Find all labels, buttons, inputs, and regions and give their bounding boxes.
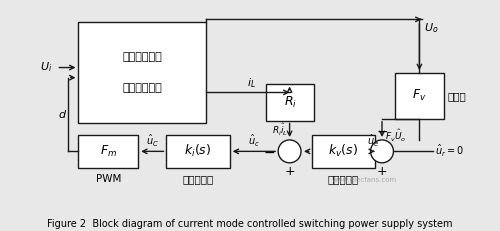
Text: $i_L$: $i_L$ — [248, 76, 256, 90]
Text: $\hat{u}_e$: $\hat{u}_e$ — [366, 133, 379, 149]
Text: $k_i(s)$: $k_i(s)$ — [184, 143, 212, 159]
Text: 分压器: 分压器 — [447, 91, 466, 101]
Text: $F_m$: $F_m$ — [100, 144, 117, 159]
Text: $R_i\hat{i}_L$: $R_i\hat{i}_L$ — [272, 122, 288, 138]
Bar — [78, 22, 206, 123]
Text: PWM: PWM — [96, 174, 121, 184]
Bar — [166, 135, 230, 168]
Text: 电流控制器: 电流控制器 — [182, 174, 214, 184]
Text: 电压控制器: 电压控制器 — [328, 174, 359, 184]
Text: d: d — [58, 109, 65, 119]
Bar — [395, 73, 444, 119]
Text: Figure 2  Block diagram of current mode controlled switching power supply system: Figure 2 Block diagram of current mode c… — [47, 219, 453, 229]
Text: $+$: $+$ — [376, 164, 388, 178]
Text: $k_v(s)$: $k_v(s)$ — [328, 143, 358, 159]
Bar — [78, 135, 138, 168]
Text: $+$: $+$ — [284, 164, 295, 178]
Text: $F_v$: $F_v$ — [412, 88, 426, 103]
Text: $R_i$: $R_i$ — [284, 94, 296, 110]
Text: $\hat{u}_C$: $\hat{u}_C$ — [146, 133, 159, 149]
Text: $\hat{u}_c$: $\hat{u}_c$ — [248, 133, 260, 149]
Bar — [266, 84, 314, 121]
Text: $U_o$: $U_o$ — [424, 21, 439, 35]
Text: $\hat{u}_r=0$: $\hat{u}_r=0$ — [435, 143, 464, 159]
Text: 功率级小信号: 功率级小信号 — [122, 52, 162, 62]
Text: 等效电路模型: 等效电路模型 — [122, 83, 162, 93]
Text: www.elecfans.com: www.elecfans.com — [332, 177, 397, 183]
Text: $-$: $-$ — [264, 144, 276, 158]
Circle shape — [370, 140, 394, 163]
Text: $F_v\hat{U}_o$: $F_v\hat{U}_o$ — [384, 128, 406, 144]
Text: $U_i$: $U_i$ — [40, 61, 52, 74]
Bar — [312, 135, 375, 168]
Circle shape — [278, 140, 301, 163]
Text: $-$: $-$ — [376, 124, 388, 138]
